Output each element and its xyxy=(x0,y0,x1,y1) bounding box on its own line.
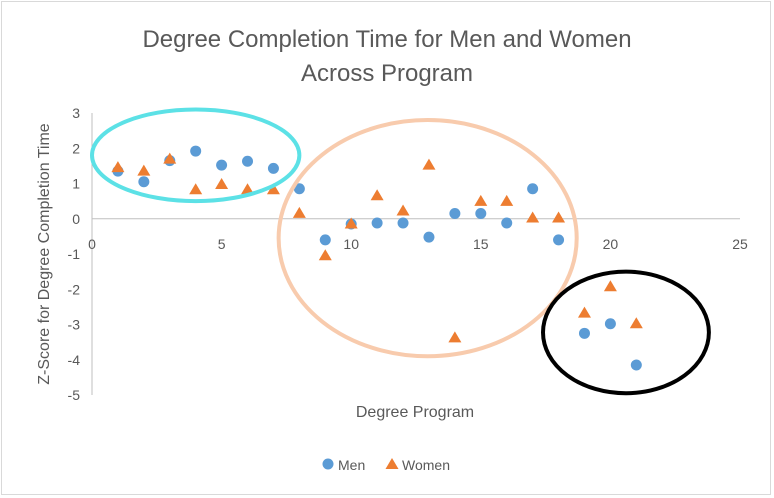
data-point-women xyxy=(111,161,125,173)
x-tick-label: 20 xyxy=(603,236,619,252)
data-point-men xyxy=(242,155,254,167)
y-axis-title: Z-Score for Degree Completion Time xyxy=(36,123,53,385)
x-tick-label: 5 xyxy=(218,236,226,252)
data-point-women xyxy=(577,306,591,318)
x-tick-label: 15 xyxy=(473,236,489,252)
annotation-ellipse-2 xyxy=(276,118,579,359)
y-tick-label: -3 xyxy=(68,317,81,333)
data-point-women xyxy=(552,211,566,223)
data-point-men xyxy=(475,207,487,219)
data-point-men xyxy=(604,318,616,330)
y-tick-label: -5 xyxy=(68,387,81,403)
data-point-men xyxy=(138,176,150,188)
data-point-men xyxy=(423,231,435,243)
data-point-women xyxy=(266,183,280,195)
y-tick-label: 2 xyxy=(72,140,80,156)
x-axis-title: Degree Program xyxy=(356,404,474,421)
data-point-women xyxy=(474,194,488,206)
data-point-women xyxy=(318,249,332,261)
data-point-women xyxy=(163,152,177,164)
data-point-men xyxy=(397,217,409,229)
data-point-women xyxy=(137,164,151,176)
y-tick-label: -2 xyxy=(68,281,81,297)
y-tick-label: -4 xyxy=(68,352,81,368)
data-point-women xyxy=(422,158,436,170)
data-point-women xyxy=(370,189,384,201)
data-point-women xyxy=(526,211,540,223)
x-tick-label: 10 xyxy=(343,236,359,252)
legend-women-label: Women xyxy=(402,457,450,473)
data-point-women xyxy=(292,206,306,218)
chart-title-line-2: Across Program xyxy=(301,60,473,87)
y-tick-label: 1 xyxy=(72,176,80,192)
data-point-men xyxy=(371,217,383,229)
y-tick-label: 3 xyxy=(72,105,80,121)
legend: Men Women xyxy=(322,457,450,473)
data-point-women xyxy=(629,317,643,329)
data-point-men xyxy=(630,359,642,371)
data-point-men xyxy=(449,207,461,219)
x-tick-label: 25 xyxy=(732,236,748,252)
data-point-women xyxy=(603,280,617,292)
data-point-women xyxy=(344,217,358,229)
annotation-ellipse-3 xyxy=(541,269,711,396)
data-point-men xyxy=(501,217,513,229)
data-point-women xyxy=(215,178,229,189)
data-point-women xyxy=(500,194,514,206)
data-point-men xyxy=(293,183,305,195)
data-point-men xyxy=(527,183,539,195)
data-point-women xyxy=(189,183,203,195)
legend-women-marker xyxy=(385,458,399,469)
chart-title: Degree Completion Time for Men and Women… xyxy=(142,26,631,87)
legend-men-marker xyxy=(322,458,334,470)
data-point-men xyxy=(267,162,279,174)
data-point-women xyxy=(396,204,410,216)
y-tick-label: -1 xyxy=(68,246,81,262)
annotation-ellipse-1 xyxy=(89,107,302,204)
data-point-men xyxy=(553,234,565,246)
data-point-men xyxy=(190,145,202,157)
data-point-men xyxy=(319,234,331,246)
data-point-men xyxy=(216,159,228,171)
chart-title-line-1: Degree Completion Time for Men and Women xyxy=(142,26,631,53)
data-point-men xyxy=(578,327,590,339)
data-point-women xyxy=(448,331,462,343)
data-point-women xyxy=(241,183,255,195)
legend-men-label: Men xyxy=(338,457,365,473)
y-tick-label: 0 xyxy=(72,211,80,227)
x-tick-label: 0 xyxy=(88,236,96,252)
